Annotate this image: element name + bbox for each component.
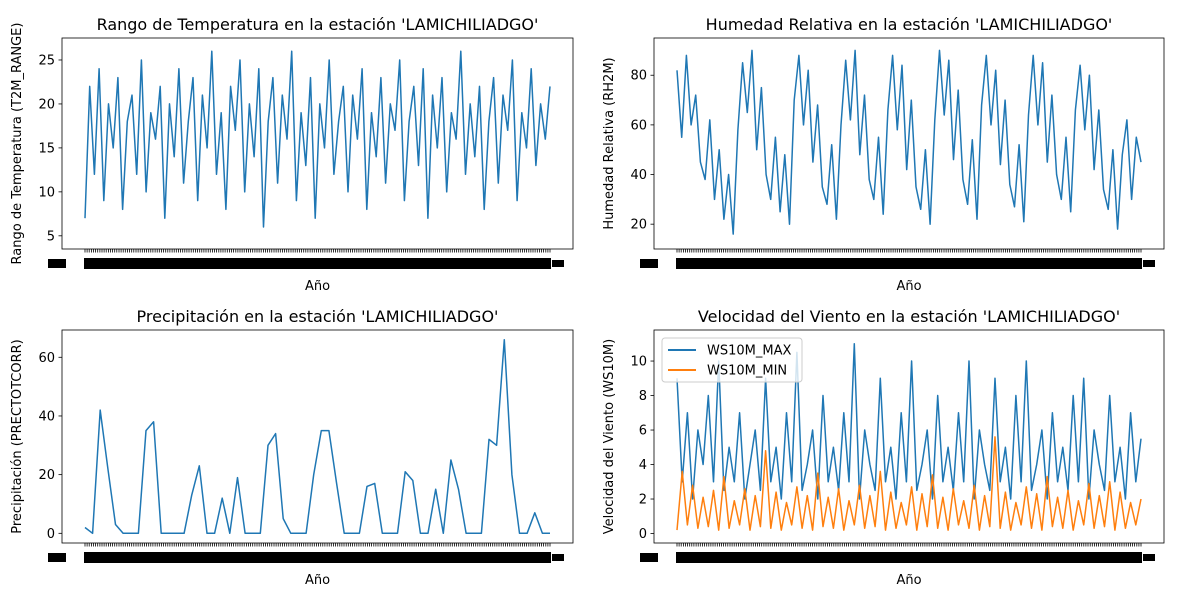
x-tick-labels-overlapping-start <box>640 553 658 562</box>
series-line-1 <box>84 50 551 228</box>
y-tick-label: 60 <box>38 351 55 366</box>
series-line-1 <box>84 338 550 535</box>
y-axis-label: Velocidad del Viento (WS10M) <box>602 339 617 534</box>
x-tick-labels-overlapping-end <box>1143 260 1155 267</box>
y-tick-label: 25 <box>38 53 55 68</box>
x-axis-label: Año <box>305 573 330 588</box>
y-axis-label: Humedad Relativa (RH2M) <box>602 57 617 229</box>
y-tick-label: 4 <box>639 458 647 473</box>
x-tick-labels-overlapping-start <box>640 259 658 268</box>
y-tick-label: 5 <box>47 229 55 244</box>
y-axis-label: Precipitación (PRECTOTCORR) <box>10 339 25 533</box>
x-tick-labels-overlapping <box>84 552 551 563</box>
chart-panel-3: 0 20 40 60 Precipitación en la estación 'LAM… <box>10 307 574 588</box>
y-tick-label: 8 <box>639 389 647 404</box>
x-tick-labels-overlapping-end <box>552 554 564 561</box>
y-tick-label: 20 <box>38 97 55 112</box>
y-axis-label: Rango de Temperatura (T2M_RANGE) <box>10 23 25 265</box>
y-tick-label: 80 <box>630 69 647 84</box>
y-tick-label: 20 <box>38 468 55 483</box>
chart-panel-4: 0 2 4 6 8 10 Velocidad del Viento en la estaci… <box>602 307 1165 588</box>
series-line-1 <box>676 343 1142 500</box>
axes-frame <box>653 329 1165 544</box>
legend-entry: WS10M_MIN <box>707 364 787 379</box>
y-tick-label: 10 <box>630 355 647 370</box>
x-tick-labels-overlapping-start <box>48 553 66 562</box>
y-tick-label: 60 <box>630 118 647 133</box>
x-tick-marks <box>84 543 551 547</box>
legend: WS10M_MAX WS10M_MIN <box>661 337 803 383</box>
chart-panel-1: 5 10 15 20 25 Rango de Temperatura en la esta… <box>10 15 574 294</box>
axes-frame <box>61 329 574 544</box>
x-tick-marks <box>84 249 551 253</box>
x-tick-marks <box>676 543 1142 547</box>
y-tick-label: 0 <box>47 527 55 542</box>
x-tick-labels-overlapping <box>676 552 1142 563</box>
legend-box <box>661 337 803 383</box>
x-axis-label: Año <box>305 279 330 294</box>
chart-title: Rango de Temperatura en la estación 'LAM… <box>97 15 539 34</box>
chart-title: Precipitación en la estación 'LAMICHILIA… <box>137 307 499 326</box>
y-tick-label: 15 <box>38 141 55 156</box>
x-tick-labels-overlapping <box>84 258 551 269</box>
chart-title: Velocidad del Viento en la estación 'LAM… <box>698 307 1120 326</box>
y-tick-label: 40 <box>38 409 55 424</box>
x-axis-label: Año <box>896 279 921 294</box>
y-tick-label: 2 <box>639 493 647 508</box>
x-tick-labels-overlapping-end <box>1143 554 1155 561</box>
y-tick-label: 20 <box>630 218 647 233</box>
axes-frame <box>61 37 574 250</box>
y-tick-label: 10 <box>38 185 55 200</box>
series-line-1 <box>676 49 1142 235</box>
x-tick-marks <box>676 249 1142 253</box>
x-axis-label: Año <box>896 573 921 588</box>
y-tick-label: 40 <box>630 168 647 183</box>
y-tick-label: 6 <box>639 424 647 439</box>
chart-title: Humedad Relativa en la estación 'LAMICHI… <box>706 15 1113 34</box>
series-line-2 <box>676 436 1142 531</box>
chart-panel-2: 20 40 60 80 Humedad Relativa en la estación … <box>602 15 1165 294</box>
axes-frame <box>653 37 1165 250</box>
x-tick-labels-overlapping <box>676 258 1142 269</box>
x-tick-labels-overlapping-end <box>552 260 564 267</box>
x-tick-labels-overlapping-start <box>48 259 66 268</box>
y-tick-label: 0 <box>639 527 647 542</box>
legend-entry: WS10M_MAX <box>707 344 791 359</box>
